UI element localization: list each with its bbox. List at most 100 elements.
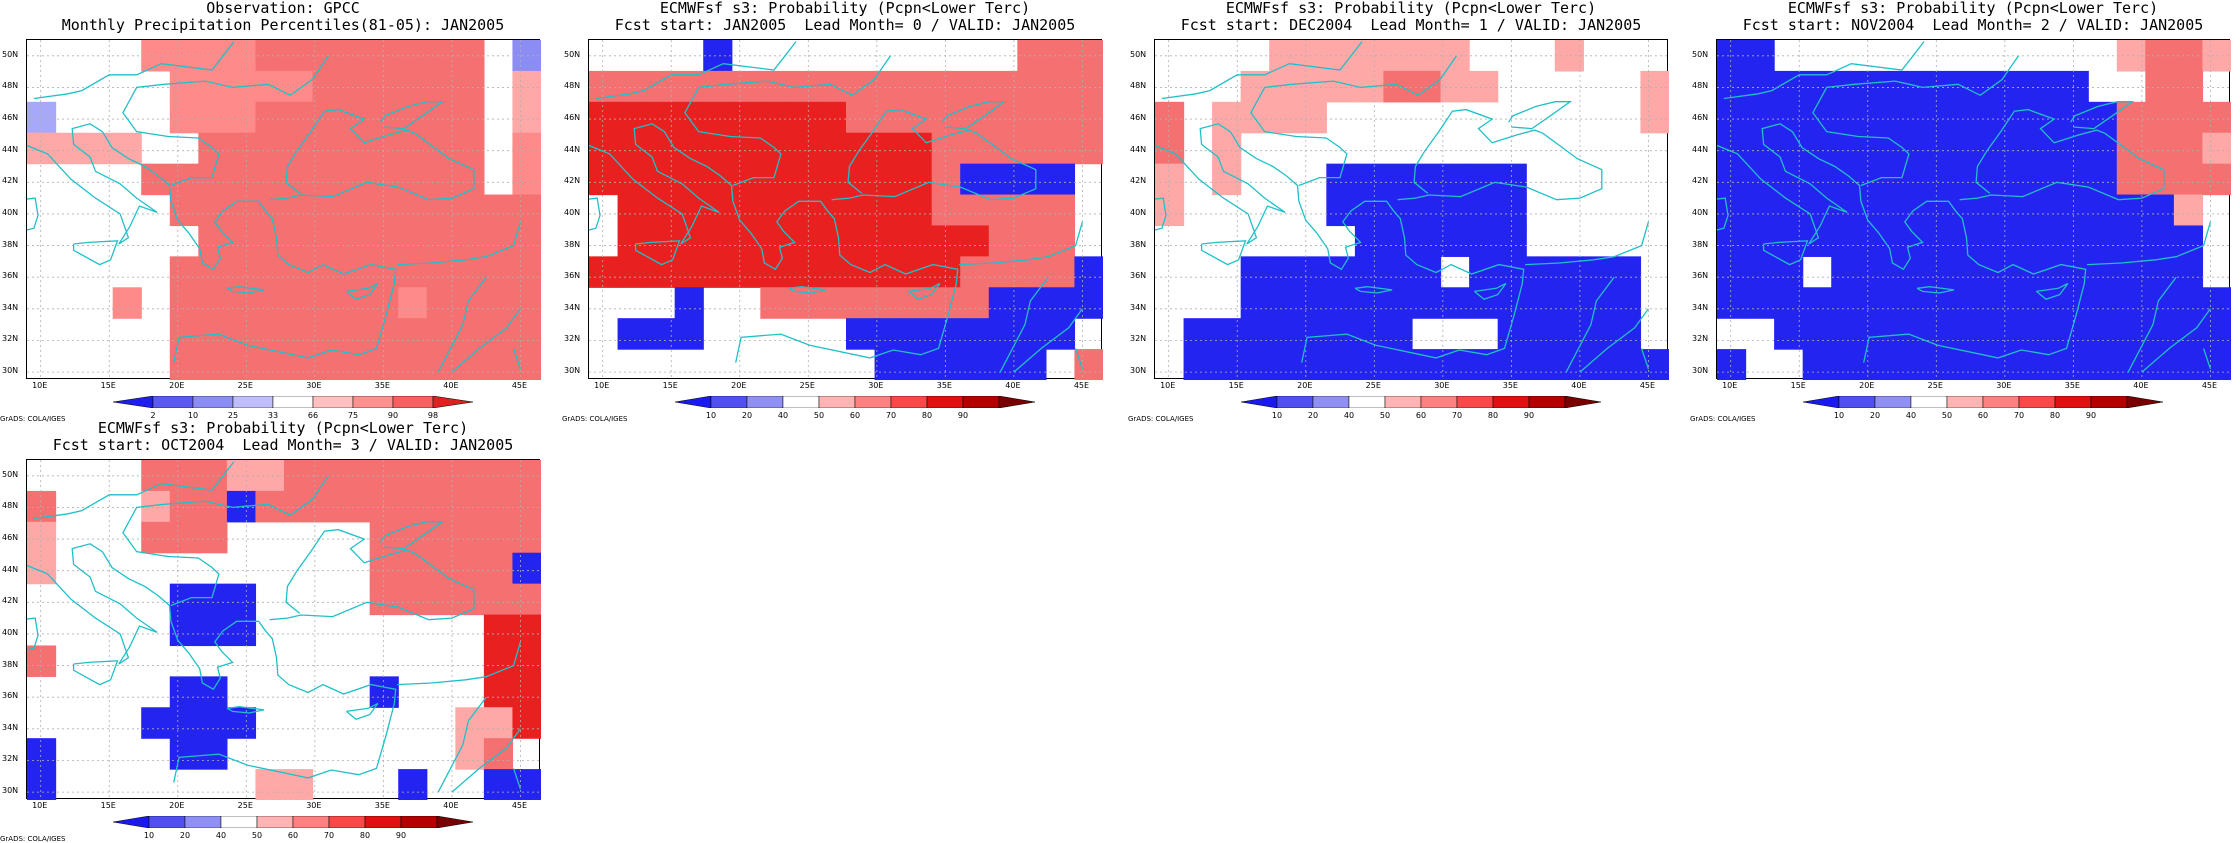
colorbar-label: 50 — [251, 831, 263, 840]
colorbar-label: 70 — [885, 411, 897, 420]
grid-cell — [483, 583, 514, 616]
grid-cell — [2145, 287, 2175, 319]
lon-tick-label: 30E — [868, 381, 884, 390]
grid-cell — [426, 70, 456, 103]
grid-cell — [512, 256, 541, 288]
grid-cell — [255, 349, 285, 380]
coastline — [226, 706, 265, 714]
grid-cell — [1469, 163, 1499, 196]
lat-tick-label: 40N — [2, 627, 19, 637]
grid-cell — [284, 225, 314, 257]
colorbar-swatch — [1874, 396, 1912, 408]
coastline — [907, 282, 941, 301]
lat-tick-label: 42N — [2, 176, 19, 186]
grid-cell — [1017, 70, 1047, 103]
colorbar — [1803, 396, 2163, 408]
grid-cell — [398, 287, 428, 319]
grid-cell — [1469, 225, 1499, 257]
coastline — [1959, 108, 2165, 201]
grid-cell — [226, 163, 257, 196]
grid-cell — [2145, 194, 2175, 227]
lat-tick-label: 40N — [564, 207, 581, 217]
coastline — [122, 55, 330, 187]
grid-cell — [1945, 132, 1975, 165]
grid-cell — [512, 349, 541, 380]
coastline — [33, 461, 235, 520]
coastline — [33, 41, 235, 100]
panel-subtitle: Fcst start: DEC2004 Lead Month= 1 / VALI… — [1180, 16, 1642, 34]
colorbar-swatch — [328, 816, 366, 828]
grid-cell — [617, 318, 647, 350]
grid-cell — [1017, 256, 1047, 288]
grid-cell — [255, 132, 285, 165]
colorbar-swatch — [220, 816, 258, 828]
grid-cell — [1745, 163, 1775, 196]
grid-cell — [55, 132, 85, 165]
grid-cell — [1859, 287, 1889, 319]
grid-cell — [398, 194, 428, 227]
grid-cell — [1831, 132, 1861, 165]
grid-cell — [1297, 349, 1327, 380]
grid-cell — [426, 287, 456, 319]
coastline — [380, 521, 445, 550]
grid-cell — [874, 287, 904, 319]
grid-cell — [2173, 287, 2204, 319]
grid-cell — [1017, 40, 1047, 72]
lon-tick-label: 35E — [936, 381, 952, 390]
grid-cell — [960, 287, 990, 319]
grid-cell — [988, 318, 1018, 350]
grid-cell — [931, 287, 961, 319]
grid-cell — [1640, 70, 1669, 103]
grid-cell — [455, 132, 485, 165]
lat-tick-label: 30N — [2, 786, 19, 796]
grid-cell — [846, 101, 876, 134]
grid-cell — [2031, 318, 2061, 350]
colorbar-swatch — [1348, 396, 1386, 408]
grid-cell — [226, 583, 257, 616]
grid-cell — [341, 460, 371, 492]
grid-cell — [27, 645, 57, 677]
grid-cell — [617, 101, 647, 134]
grid-cell — [1017, 132, 1047, 165]
colorbar-label: 20 — [741, 411, 753, 420]
grid-cell — [760, 256, 790, 288]
coastline — [1579, 308, 1649, 373]
coastline — [589, 123, 959, 363]
grid-cell — [512, 40, 541, 72]
grid-cell — [617, 194, 647, 227]
grid-cell — [1745, 101, 1775, 134]
grid-cell — [1469, 256, 1499, 288]
grid-cell — [1412, 70, 1442, 103]
grid-cell — [1383, 287, 1413, 319]
grid-cell — [589, 163, 619, 196]
map-plot-area — [588, 39, 1103, 380]
grid-cell — [1745, 225, 1775, 257]
grid-cell — [27, 132, 57, 165]
lon-tick-label: 40E — [443, 381, 459, 390]
grid-cell — [512, 460, 541, 492]
grid-cell — [255, 490, 285, 523]
grid-cell — [2031, 101, 2061, 134]
grid-cell — [903, 70, 933, 103]
grid-cell — [1383, 225, 1413, 257]
grid-cell — [226, 318, 257, 350]
lat-tick-label: 50N — [2, 49, 19, 59]
grid-cell — [341, 132, 371, 165]
lat-tick-label: 46N — [1130, 113, 1147, 123]
lat-tick-label: 34N — [1692, 302, 1709, 312]
grid-cell — [2116, 40, 2146, 72]
grid-cell — [1945, 163, 1975, 196]
lat-tick-label: 36N — [564, 271, 581, 281]
colorbar-label: 40 — [777, 411, 789, 420]
grid-cell — [846, 318, 876, 350]
colorbar-swatch — [1241, 396, 1278, 408]
grid-cell — [1497, 194, 1527, 227]
grid-cell — [703, 256, 733, 288]
grid-cell — [2088, 163, 2118, 196]
colorbar-label: 70 — [1451, 411, 1463, 420]
grid-cell — [1888, 287, 1918, 319]
colorbar-swatch — [152, 396, 194, 408]
grid-cell — [1326, 163, 1356, 196]
grid-cell — [1831, 163, 1861, 196]
lat-tick-label: 44N — [2, 144, 19, 154]
